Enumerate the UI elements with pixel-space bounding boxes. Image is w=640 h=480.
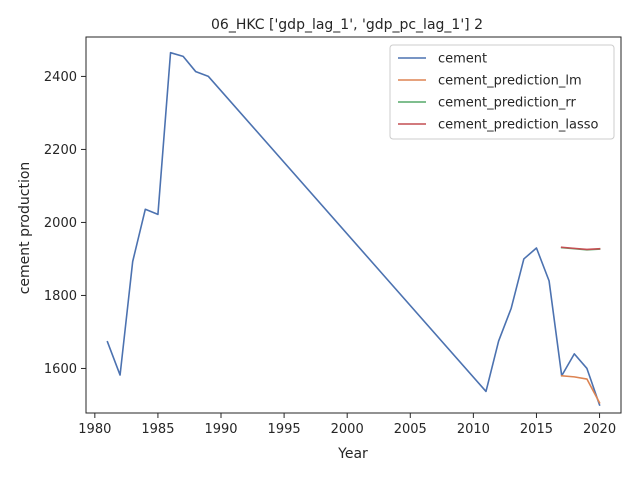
y-tick-label: 2000 bbox=[44, 216, 77, 231]
y-tick-label: 1600 bbox=[44, 362, 77, 377]
ticks-layer: 1980 1985 1990 1995 2000 2005 2010 2015 2020 1600… bbox=[44, 70, 616, 437]
x-tick-label: 2015 bbox=[520, 422, 553, 437]
legend: cement cement_prediction_lm cement_predict… bbox=[389, 44, 615, 140]
x-tick-label: 2010 bbox=[457, 422, 490, 437]
x-tick-label: 2000 bbox=[331, 422, 364, 437]
series-line-cement-prediction-lm bbox=[560, 374, 601, 404]
x-tick-label: 2005 bbox=[394, 422, 427, 437]
legend-box bbox=[389, 44, 615, 140]
legend-entry-label: cement bbox=[438, 52, 487, 67]
x-tick-label: 1990 bbox=[204, 422, 237, 437]
y-tick-label: 2200 bbox=[44, 143, 77, 158]
chart-title: 06_HKC ['gdp_lag_1', 'gdp_pc_lag_1'] 2 bbox=[211, 17, 483, 33]
x-tick-label: 1995 bbox=[268, 422, 301, 437]
plot-frame bbox=[85, 36, 622, 414]
x-tick-label: 1980 bbox=[78, 422, 111, 437]
x-tick-label: 1985 bbox=[141, 422, 174, 437]
series-line-cement-prediction-lasso bbox=[560, 246, 601, 251]
legend-entry-label: cement_prediction_lm bbox=[438, 74, 582, 89]
x-tick-label: 2020 bbox=[583, 422, 616, 437]
y-axis-label: cement production bbox=[17, 162, 33, 295]
y-tick-label: 2400 bbox=[44, 70, 77, 85]
legend-entry-label: cement_prediction_rr bbox=[438, 96, 576, 111]
y-tick-label: 1800 bbox=[44, 289, 77, 304]
x-axis-label: Year bbox=[337, 446, 368, 462]
legend-entry-label: cement_prediction_lasso bbox=[438, 118, 598, 133]
series-layer bbox=[106, 51, 601, 406]
